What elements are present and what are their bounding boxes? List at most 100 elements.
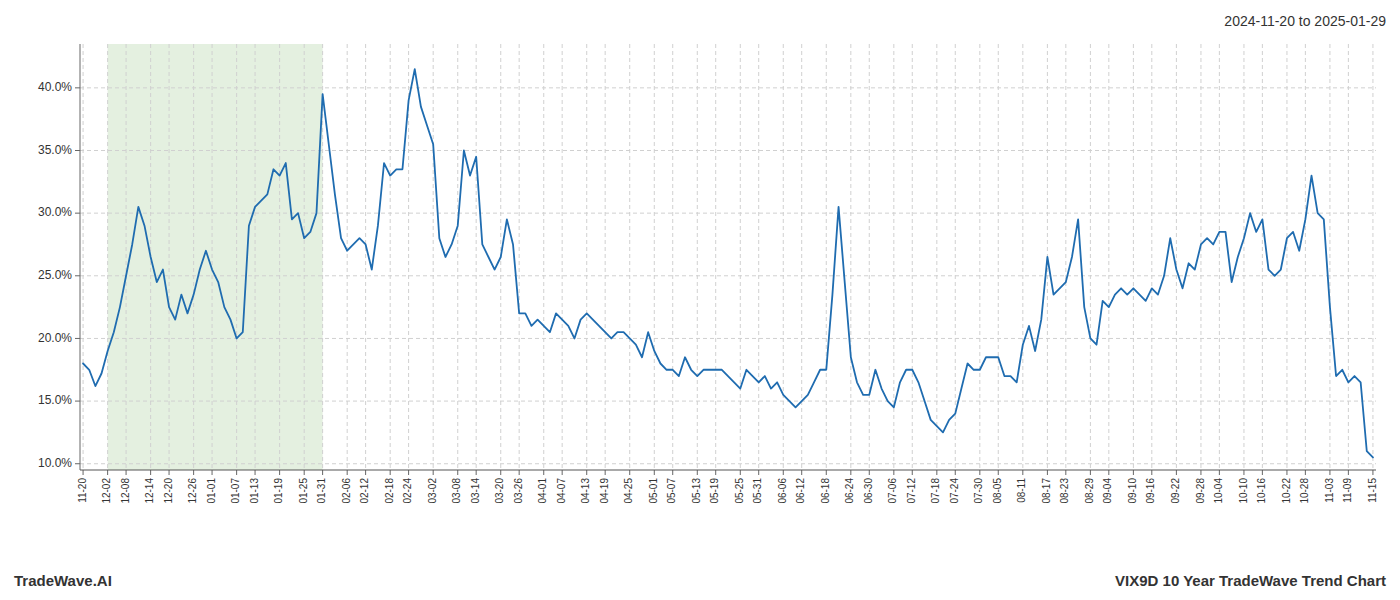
- x-tick: [1176, 470, 1177, 475]
- x-tick: [850, 470, 851, 475]
- x-tick-label: 04-25: [623, 478, 634, 504]
- title: 2024-11-20 to 2025-01-29: [1224, 13, 1386, 29]
- x-tick: [347, 470, 348, 475]
- x-tick-label: 11-20: [77, 478, 88, 503]
- x-tick-label: 12-08: [120, 478, 131, 504]
- x-tick-label: 08-11: [1016, 478, 1027, 503]
- x-tick-label: 02-12: [359, 478, 370, 504]
- x-tick-label: 09-10: [1127, 478, 1138, 504]
- x-grid-line: [1243, 44, 1244, 470]
- x-grid-line: [1151, 44, 1152, 470]
- x-tick: [1329, 470, 1330, 475]
- x-tick: [740, 470, 741, 475]
- x-tick: [322, 470, 323, 475]
- x-grid-line: [869, 44, 870, 470]
- x-tick-label: 01-01: [206, 478, 217, 504]
- x-tick-label: 08-17: [1041, 478, 1052, 504]
- x-grid-line: [365, 44, 366, 470]
- x-tick-label: 09-28: [1195, 478, 1206, 504]
- x-grid-line: [715, 44, 716, 470]
- x-tick: [912, 470, 913, 475]
- x-tick-label: 10-10: [1238, 478, 1249, 504]
- x-tick-label: 10-16: [1256, 478, 1267, 504]
- x-tick-label: 06-18: [820, 478, 831, 504]
- x-tick: [893, 470, 894, 475]
- x-tick: [801, 470, 802, 475]
- x-tick: [83, 470, 84, 475]
- y-tick: [75, 401, 80, 402]
- x-tick-label: 06-12: [795, 478, 806, 504]
- x-tick: [605, 470, 606, 475]
- x-tick-label: 11-09: [1342, 478, 1353, 503]
- x-tick-label: 10-22: [1281, 478, 1292, 504]
- y-grid-line: [80, 401, 1376, 402]
- y-tick: [75, 87, 80, 88]
- x-tick-label: 02-18: [384, 478, 395, 504]
- x-tick-label: 03-14: [470, 478, 481, 504]
- x-grid-line: [1219, 44, 1220, 470]
- x-tick: [236, 470, 237, 475]
- x-tick: [150, 470, 151, 475]
- x-grid-line: [936, 44, 937, 470]
- x-grid-line: [654, 44, 655, 470]
- x-tick: [365, 470, 366, 475]
- x-grid-line: [1200, 44, 1201, 470]
- x-tick: [433, 470, 434, 475]
- x-tick: [1219, 470, 1220, 475]
- x-grid-line: [126, 44, 127, 470]
- y-tick-label: 10.0%: [38, 456, 72, 470]
- x-grid-line: [236, 44, 237, 470]
- x-tick: [500, 470, 501, 475]
- x-tick: [629, 470, 630, 475]
- x-tick-label: 12-26: [187, 478, 198, 504]
- x-tick: [586, 470, 587, 475]
- x-grid-line: [758, 44, 759, 470]
- x-tick-label: 02-24: [402, 478, 413, 504]
- x-tick: [255, 470, 256, 475]
- x-tick-label: 11-15: [1367, 478, 1378, 503]
- x-grid-line: [912, 44, 913, 470]
- x-tick: [1065, 470, 1066, 475]
- x-grid-line: [193, 44, 194, 470]
- x-tick-label: 03-26: [513, 478, 524, 504]
- x-tick: [1243, 470, 1244, 475]
- x-tick: [697, 470, 698, 475]
- x-tick-label: 05-25: [734, 478, 745, 504]
- x-tick: [390, 470, 391, 475]
- x-tick-label: 10-28: [1299, 478, 1310, 504]
- x-tick-label: 01-07: [230, 478, 241, 504]
- x-grid-line: [979, 44, 980, 470]
- x-tick: [1108, 470, 1109, 475]
- x-tick: [543, 470, 544, 475]
- x-grid-line: [543, 44, 544, 470]
- x-grid-line: [83, 44, 84, 470]
- x-grid-line: [304, 44, 305, 470]
- x-grid-line: [390, 44, 391, 470]
- x-tick: [1262, 470, 1263, 475]
- x-tick: [672, 470, 673, 475]
- x-grid-line: [801, 44, 802, 470]
- x-tick-label: 05-13: [691, 478, 702, 504]
- x-grid-line: [1022, 44, 1023, 470]
- x-tick: [279, 470, 280, 475]
- x-tick: [1372, 470, 1373, 475]
- x-grid-line: [519, 44, 520, 470]
- x-grid-line: [672, 44, 673, 470]
- chart-svg: 10.0%15.0%20.0%25.0%30.0%35.0%40.0%11-20…: [0, 0, 1400, 600]
- x-grid-line: [107, 44, 108, 470]
- x-tick-label: 04-13: [580, 478, 591, 504]
- x-grid-line: [998, 44, 999, 470]
- x-tick-label: 09-16: [1145, 478, 1156, 504]
- x-tick-label: 07-30: [973, 478, 984, 504]
- x-grid-line: [605, 44, 606, 470]
- shaded-region: [108, 44, 323, 470]
- x-tick-label: 09-22: [1170, 478, 1181, 504]
- y-grid-line: [80, 87, 1376, 88]
- y-tick: [75, 213, 80, 214]
- x-tick: [169, 470, 170, 475]
- x-grid-line: [255, 44, 256, 470]
- y-tick-label: 40.0%: [38, 80, 72, 94]
- x-tick-label: 11-03: [1324, 478, 1335, 503]
- x-tick: [1022, 470, 1023, 475]
- x-tick: [955, 470, 956, 475]
